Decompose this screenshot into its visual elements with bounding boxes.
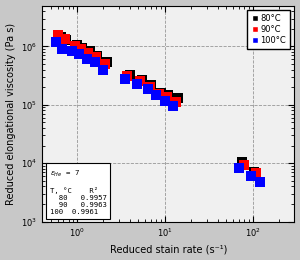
- Point: [88, 49, 92, 54]
- Point: [171, 104, 176, 108]
- X-axis label: Reduced stain rate (s⁻¹): Reduced stain rate (s⁻¹): [110, 244, 227, 255]
- Text: $\varepsilon_{He}$ = 7

T, °C    R²
  80   0.9957
  90   0.9963
100  0.9961: $\varepsilon_{He}$ = 7 T, °C R² 80 0.995…: [50, 169, 106, 215]
- Point: [70, 49, 75, 53]
- Point: [58, 35, 63, 39]
- Point: [252, 170, 257, 174]
- Point: [149, 83, 154, 87]
- Point: [54, 40, 59, 44]
- Point: [62, 37, 67, 41]
- Point: [175, 96, 180, 100]
- Point: [137, 79, 142, 83]
- Point: [103, 62, 108, 67]
- Point: [93, 60, 98, 64]
- Point: [242, 162, 247, 167]
- Point: [124, 74, 129, 78]
- Point: [248, 174, 253, 178]
- Point: [105, 60, 110, 64]
- Point: [174, 100, 179, 105]
- Point: [146, 87, 151, 91]
- Point: [254, 171, 259, 175]
- Point: [78, 47, 83, 51]
- Point: [86, 51, 91, 55]
- Point: [94, 55, 98, 59]
- Y-axis label: Reduced elongational viscosity (Pa s): Reduced elongational viscosity (Pa s): [6, 23, 16, 205]
- Point: [164, 95, 169, 99]
- Point: [55, 33, 60, 37]
- Point: [75, 43, 80, 47]
- Point: [166, 93, 171, 98]
- Point: [80, 46, 85, 50]
- Point: [73, 44, 77, 48]
- Point: [101, 68, 106, 72]
- Legend: 80°C, 90°C, 100°C: 80°C, 90°C, 100°C: [247, 10, 290, 49]
- Point: [148, 84, 152, 89]
- Point: [156, 92, 161, 96]
- Point: [158, 91, 163, 95]
- Point: [257, 180, 262, 184]
- Point: [122, 77, 127, 81]
- Point: [154, 93, 159, 98]
- Point: [60, 47, 65, 51]
- Point: [64, 38, 68, 42]
- Point: [85, 56, 89, 61]
- Point: [140, 78, 144, 82]
- Point: [95, 54, 100, 58]
- Point: [237, 166, 242, 170]
- Point: [239, 160, 244, 164]
- Point: [134, 82, 139, 86]
- Point: [128, 73, 132, 77]
- Point: [162, 99, 167, 103]
- Point: [76, 51, 81, 56]
